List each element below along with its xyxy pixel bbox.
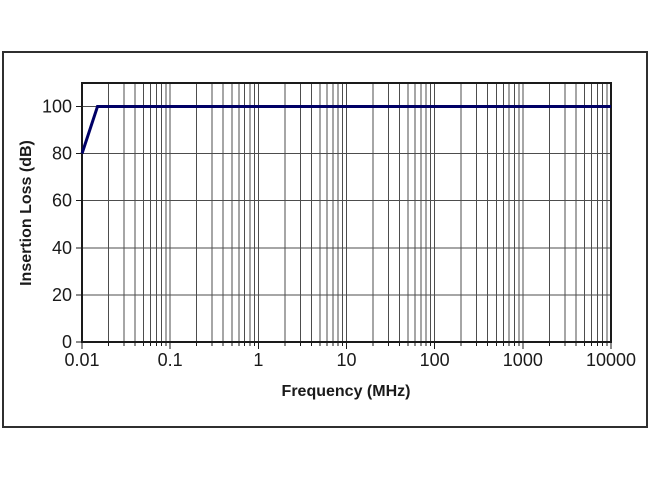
x-tick-label: 100 — [420, 350, 450, 370]
x-tick-label: 1 — [253, 350, 263, 370]
x-tick-label: 1000 — [503, 350, 543, 370]
chart-frame — [2, 51, 648, 428]
y-tick-label: 0 — [62, 332, 72, 352]
y-tick-label: 100 — [42, 97, 72, 117]
y-tick-label: 60 — [52, 191, 72, 211]
y-axis-title: Insertion Loss (dB) — [18, 140, 35, 286]
x-axis-title: Frequency (MHz) — [281, 383, 411, 400]
y-tick-label: 40 — [52, 238, 72, 258]
x-tick-label: 0.01 — [64, 350, 99, 370]
x-tick-label: 0.1 — [158, 350, 183, 370]
y-tick-label: 20 — [52, 285, 72, 305]
x-tick-label: 10 — [336, 350, 356, 370]
x-tick-label: 10000 — [586, 350, 636, 370]
y-tick-label: 80 — [52, 144, 72, 164]
series-line-insertion-loss — [80, 105, 611, 155]
